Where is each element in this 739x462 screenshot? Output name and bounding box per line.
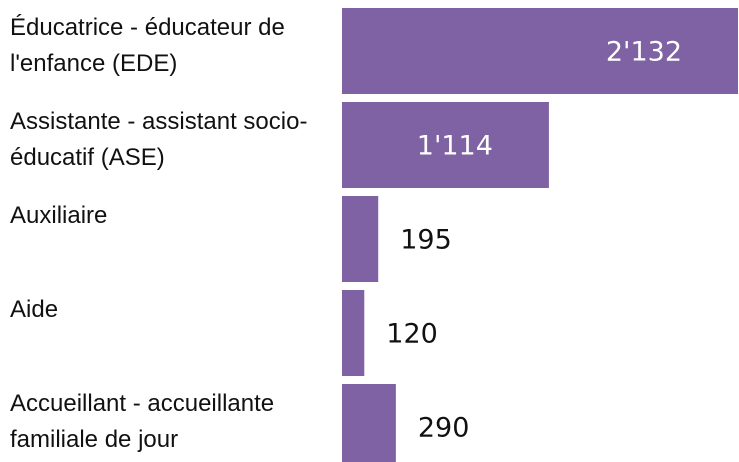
value-label: 120 <box>386 319 438 350</box>
value-label: 290 <box>418 413 470 444</box>
value-label: 2'132 <box>606 37 682 68</box>
bar <box>342 8 738 94</box>
category-label: Accueillant - accueillante familiale de … <box>10 390 275 453</box>
value-label: 195 <box>400 225 452 256</box>
bar <box>342 290 365 376</box>
category-label: Éducatrice - éducateur de l'enfance (EDE… <box>10 14 285 77</box>
bar <box>342 384 396 462</box>
category-label: Assistante - assistant socio-éducatif (A… <box>10 108 308 171</box>
category-label: Auxiliaire <box>10 202 108 229</box>
value-label: 1'114 <box>417 131 493 162</box>
bar <box>342 102 549 188</box>
bar <box>342 196 379 282</box>
category-label: Aide <box>10 296 59 323</box>
